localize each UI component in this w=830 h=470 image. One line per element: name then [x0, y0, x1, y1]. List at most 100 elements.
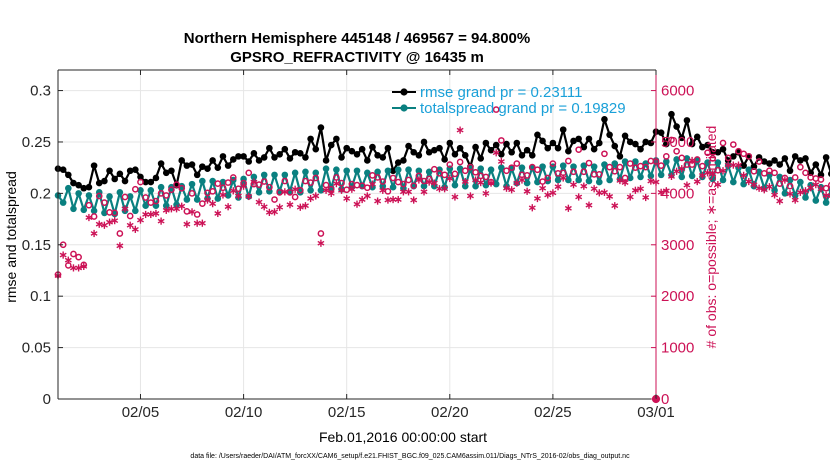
obs-assimilated-point-44 [281, 188, 289, 196]
obs-possible-point-42 [271, 196, 278, 203]
obs-possible-point-23 [173, 181, 180, 188]
series-0-point-82 [477, 155, 485, 162]
series-0-point-1 [59, 166, 67, 174]
obs-assimilated-point-37 [245, 192, 253, 201]
obs-possible-point-121 [678, 154, 686, 162]
obs-possible-point-77 [451, 170, 459, 178]
series-1-point-64 [384, 167, 392, 175]
obs-possible-point-102 [580, 168, 588, 176]
series-1-point-33 [224, 192, 232, 199]
series-1-point-85 [492, 180, 500, 188]
series-0-point-48 [302, 154, 309, 161]
series-1-point-78 [456, 165, 464, 172]
obs-assimilated-point-142 [786, 190, 794, 198]
obs-possible-point-4 [75, 253, 82, 261]
obs-possible-point-107 [606, 163, 613, 171]
obs-possible-point-127 [709, 155, 717, 162]
chart-title-line-1: Northern Hemisphere 445148 / 469567 = 94… [184, 30, 530, 47]
obs-assimilated-point-108 [611, 202, 619, 210]
obs-possible-point-83 [482, 173, 490, 181]
series-0-point-71 [420, 138, 428, 146]
series-0-point-128 [714, 148, 722, 156]
series-0-point-121 [678, 134, 686, 142]
y-right-tick-label-4: 4000 [661, 185, 694, 202]
series-0-point-28 [199, 163, 206, 170]
obs-possible-point-16 [137, 178, 144, 186]
obs-assimilated-point-87 [503, 184, 510, 192]
series-0-point-111 [626, 138, 634, 146]
series-1-point-20 [157, 183, 165, 191]
obs-assimilated-point-53 [327, 189, 335, 197]
obs-assimilated-point-117 [657, 188, 665, 196]
series-0-point-41 [266, 144, 273, 152]
obs-assimilated-point-77 [451, 193, 459, 201]
series-0-point-20 [157, 160, 165, 167]
obs-possible-point-96 [549, 160, 557, 167]
obs-assimilated-point-111 [626, 193, 634, 201]
series-0-point-57 [348, 147, 356, 155]
obs-assimilated-point-135 [750, 181, 758, 189]
obs-possible-point-6 [85, 201, 93, 209]
series-0-point-141 [781, 155, 789, 162]
series-1-point-70 [415, 167, 423, 175]
series-0-point-102 [580, 143, 588, 151]
obs-possible-point-49 [307, 179, 314, 186]
obs-assimilated-point-107 [606, 192, 614, 201]
y-axis-label-left: rmse and totalspread [3, 171, 19, 303]
series-0-point-86 [498, 151, 505, 158]
obs-assimilated-point-29 [204, 196, 211, 204]
series-1-point-18 [147, 186, 155, 194]
series-1-point-131 [730, 178, 737, 186]
obs-assimilated-point-1 [59, 251, 67, 259]
series-1-point-86 [498, 164, 505, 171]
obs-assimilated-point-2 [64, 256, 72, 264]
obs-assimilated-point-112 [631, 186, 639, 194]
series-1-point-15 [132, 207, 139, 215]
series-0-point-7 [90, 162, 98, 169]
x-tick-label-5: 03/01 [637, 404, 675, 421]
series-0-point-109 [616, 153, 624, 160]
obs-possible-point-13 [121, 193, 129, 201]
series-0-point-70 [415, 152, 423, 159]
series-0-point-44 [281, 145, 289, 153]
obs-possible-point-39 [255, 181, 263, 188]
series-1-point-100 [570, 163, 577, 170]
obs-possible-point-60 [363, 184, 371, 192]
series-0-point-50 [312, 145, 320, 153]
series-1-point-77 [451, 181, 459, 189]
obs-assimilated-point-132 [735, 161, 742, 169]
obs-possible-point-27 [193, 211, 201, 218]
obs-assimilated-point-88 [508, 186, 516, 194]
series-0-point-96 [549, 139, 557, 147]
y-left-tick-label-2: 0.1 [30, 288, 51, 305]
series-1-point-49 [307, 186, 314, 194]
obs-possible-point-62 [374, 174, 381, 181]
series-0-point-113 [637, 145, 644, 153]
obs-possible-point-45 [286, 188, 294, 196]
y-right-tick-label-1: 1000 [661, 340, 694, 357]
legend-rmse-marker [400, 88, 408, 96]
series-0-point-137 [760, 158, 768, 165]
series-1-point-12 [116, 189, 124, 196]
series-0-point-29 [204, 165, 211, 172]
obs-possible-point-139 [771, 169, 778, 177]
obs-assimilated-point-110 [621, 178, 629, 187]
x-tick-label-1: 02/10 [225, 404, 263, 421]
series-1-point-101 [575, 176, 582, 184]
obs-assimilated-point-32 [219, 191, 227, 199]
series-1-point-115 [647, 172, 655, 180]
series-0-point-45 [286, 155, 294, 162]
series-1-point-19 [152, 202, 160, 210]
obs-assimilated-point-12 [116, 242, 124, 250]
obs-possible-point-89 [513, 160, 521, 167]
series-0-point-135 [750, 163, 758, 170]
series-0-point-106 [601, 116, 608, 123]
obs-assimilated-point-43 [276, 203, 284, 211]
obs-assimilated-point-46 [291, 185, 299, 193]
y-left-tick-label-3: 0.15 [22, 237, 51, 254]
obs-possible-point-117 [657, 162, 665, 169]
series-1-point-102 [580, 162, 588, 169]
obs-possible-point-150 [827, 182, 830, 189]
obs-assimilated-point-99 [564, 204, 572, 212]
